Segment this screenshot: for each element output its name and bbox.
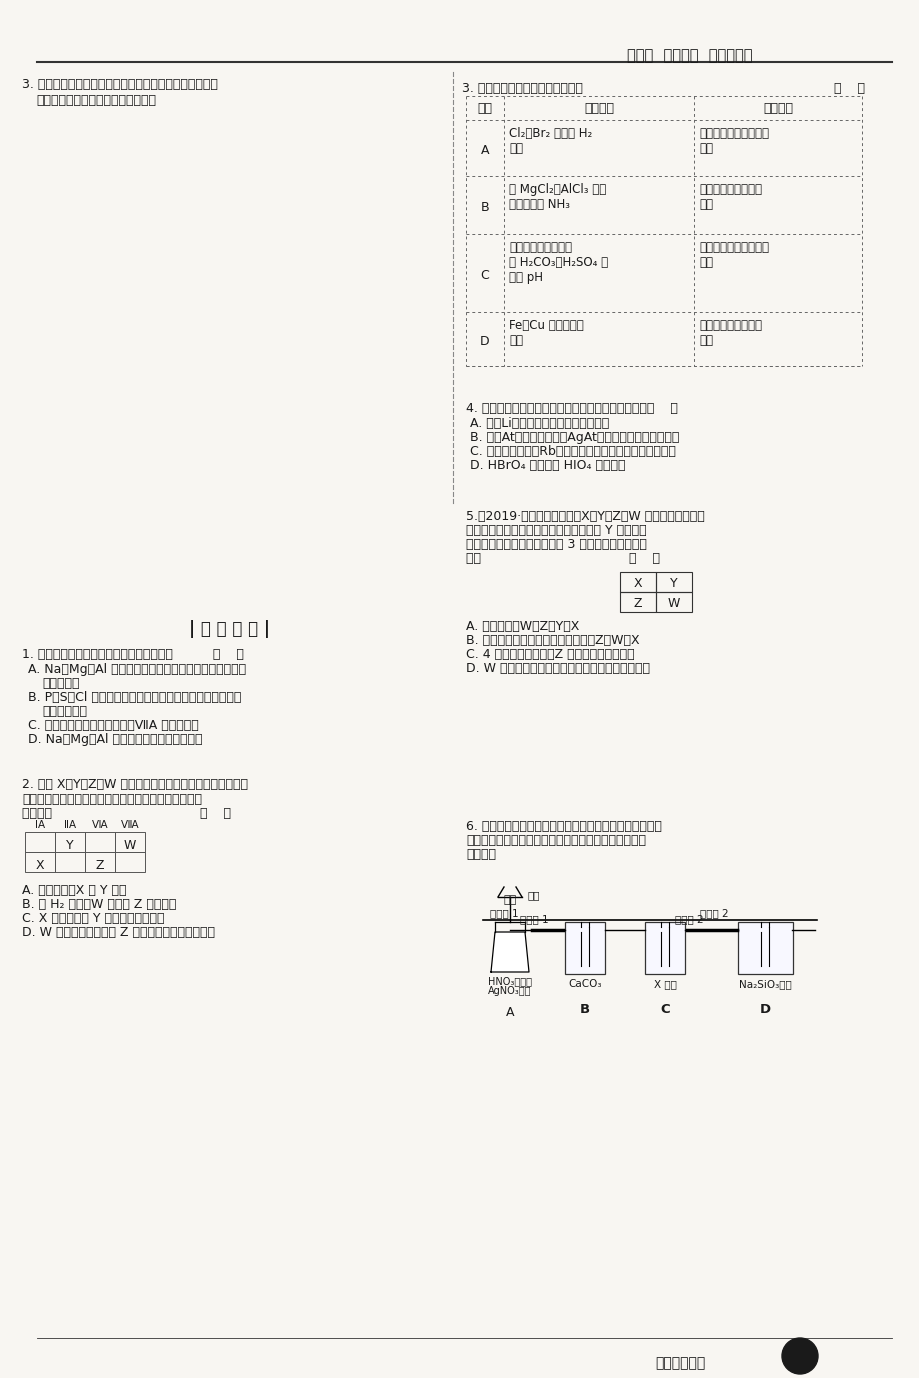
Text: 4. 运用元素周期律分析下面的推断，其中不正确的是（    ）: 4. 运用元素周期律分析下面的推断，其中不正确的是（ ） bbox=[466, 402, 677, 415]
Text: 正确的是                                     （    ）: 正确的是 （ ） bbox=[22, 808, 231, 820]
Text: Y: Y bbox=[66, 839, 74, 852]
Text: X: X bbox=[633, 577, 641, 590]
Text: A. 原子半径：W＞Z＞Y＞X: A. 原子半径：W＞Z＞Y＞X bbox=[466, 620, 579, 633]
Text: B. 最高价氧化物对应水化物的酸性：Z＞W＞X: B. 最高价氧化物对应水化物的酸性：Z＞W＞X bbox=[466, 634, 639, 648]
Bar bbox=[737, 922, 792, 974]
Text: W: W bbox=[124, 839, 136, 852]
Bar bbox=[85, 832, 115, 852]
Text: 的是                                     （    ）: 的是 （ ） bbox=[466, 553, 659, 565]
Text: 弹簧夹 1: 弹簧夹 1 bbox=[490, 908, 518, 918]
Text: HNO₃酸化的: HNO₃酸化的 bbox=[487, 976, 531, 987]
Bar bbox=[619, 572, 655, 593]
Text: 元素周期律（表）有什么新的认识？: 元素周期律（表）有什么新的认识？ bbox=[36, 94, 156, 107]
Text: 用如图所示装置进行实验（夹持仪器已略去，气密性已: 用如图所示装置进行实验（夹持仪器已略去，气密性已 bbox=[466, 834, 645, 847]
Text: Z: Z bbox=[633, 597, 641, 610]
Text: ⅦA: ⅦA bbox=[120, 820, 139, 830]
Text: B. P、S、Cl 最高正化合价依次升高，对应气态氢化物的稳: B. P、S、Cl 最高正化合价依次升高，对应气态氢化物的稳 bbox=[28, 690, 241, 704]
Text: D: D bbox=[758, 1003, 770, 1016]
Text: C. 同周期元素的原子半径以第ⅦA 族的为最大: C. 同周期元素的原子半径以第ⅦA 族的为最大 bbox=[28, 719, 199, 732]
Text: 性依次增强: 性依次增强 bbox=[42, 677, 79, 690]
Text: B. 与 H₂ 化合，W 单质比 Z 单质容易: B. 与 H₂ 化合，W 单质比 Z 单质容易 bbox=[22, 898, 176, 911]
Text: X: X bbox=[36, 858, 44, 872]
Text: 比较碳、硫的非金属性
强弱: 比较碳、硫的非金属性 强弱 bbox=[698, 241, 768, 269]
Text: Cl₂、Br₂ 分别与 H₂
反应: Cl₂、Br₂ 分别与 H₂ 反应 bbox=[508, 127, 592, 154]
Text: | 拓 展 练 习 |: | 拓 展 练 习 | bbox=[189, 620, 270, 638]
Text: ⅥA: ⅥA bbox=[92, 820, 108, 830]
Text: Z: Z bbox=[96, 858, 104, 872]
Text: （    ）: （ ） bbox=[834, 83, 864, 95]
Text: 第四章  物质结构  元素周期律: 第四章 物质结构 元素周期律 bbox=[627, 48, 752, 63]
Text: Na₂SiO₃溶液: Na₂SiO₃溶液 bbox=[738, 978, 790, 989]
Bar bbox=[25, 832, 55, 852]
Text: 弹簧夹 1: 弹簧夹 1 bbox=[519, 914, 548, 925]
Text: Y: Y bbox=[669, 577, 677, 590]
Text: 检验）。: 检验）。 bbox=[466, 847, 495, 861]
Text: A. 锂（Li）与水反应比钠与水反应剧烈: A. 锂（Li）与水反应比钠与水反应剧烈 bbox=[470, 418, 608, 430]
Text: ⅠA: ⅠA bbox=[35, 820, 45, 830]
Text: 3. 下列实验不能达到实验目的的是: 3. 下列实验不能达到实验目的的是 bbox=[461, 83, 583, 95]
Circle shape bbox=[781, 1338, 817, 1374]
Bar bbox=[564, 922, 605, 974]
Text: D. HBrO₄ 的酸性比 HIO₄ 的酸性强: D. HBrO₄ 的酸性比 HIO₄ 的酸性强 bbox=[470, 459, 625, 473]
Bar bbox=[115, 832, 145, 852]
Text: 定性依次增强: 定性依次增强 bbox=[42, 706, 87, 718]
Text: ⅡA: ⅡA bbox=[63, 820, 76, 830]
Text: X 溶液: X 溶液 bbox=[652, 978, 675, 989]
Text: C. X 形成的碱比 Y 形成的碱的碱性强: C. X 形成的碱比 Y 形成的碱的碱性强 bbox=[22, 912, 165, 925]
Text: C. 在氧气中，铷（Rb）的燃烧产物比钠的燃烧产物更复杂: C. 在氧气中，铷（Rb）的燃烧产物比钠的燃烧产物更复杂 bbox=[470, 445, 675, 457]
Text: C: C bbox=[660, 1003, 669, 1016]
Bar bbox=[619, 593, 655, 612]
Text: 比较镁、铝的金属性
强弱: 比较镁、铝的金属性 强弱 bbox=[698, 183, 761, 211]
Text: D. Na、Mg、Al 的氢氧化物的碱性依次减弱: D. Na、Mg、Al 的氢氧化物的碱性依次减弱 bbox=[28, 733, 202, 745]
Text: B. 砹（At）为有色固体，AgAt难溶于水也不溶于稀硝酸: B. 砹（At）为有色固体，AgAt难溶于水也不溶于稀硝酸 bbox=[470, 431, 678, 444]
Text: 带着思想读书: 带着思想读书 bbox=[654, 1356, 704, 1370]
Text: A: A bbox=[481, 143, 489, 157]
Text: 6. 某同学为了验证碳和硅两种元素非金属性的相对强弱，: 6. 某同学为了验证碳和硅两种元素非金属性的相对强弱， bbox=[466, 820, 661, 832]
Text: 外层电子数是次外层电子数的 3 倍，下列说法中正确: 外层电子数是次外层电子数的 3 倍，下列说法中正确 bbox=[466, 537, 646, 551]
Text: D. W 的最高价含氧酸比 Z 的最高价含氧酸的酸性强: D. W 的最高价含氧酸比 Z 的最高价含氧酸的酸性强 bbox=[22, 926, 215, 938]
Text: C: C bbox=[480, 269, 489, 282]
Text: 比较氯、溴的非金属性
强弱: 比较氯、溴的非金属性 强弱 bbox=[698, 127, 768, 154]
Text: D: D bbox=[480, 335, 489, 349]
Text: 1. 下列关于元素周期律的叙述中不正确的是          （    ）: 1. 下列关于元素周期律的叙述中不正确的是 （ ） bbox=[22, 648, 244, 661]
Text: A. Na、Mg、Al 最外层电子数依次增多，单核离子的氧化: A. Na、Mg、Al 最外层电子数依次增多，单核离子的氧化 bbox=[28, 663, 246, 677]
Text: 盐酸: 盐酸 bbox=[528, 890, 540, 900]
Text: 实验目的: 实验目的 bbox=[762, 102, 792, 114]
Text: 位置如图所示。下列有关这四种元素的性质的描述中不: 位置如图所示。下列有关这四种元素的性质的描述中不 bbox=[22, 792, 202, 806]
Bar bbox=[644, 922, 685, 974]
Text: 比较铁、铜的金属性
强弱: 比较铁、铜的金属性 强弱 bbox=[698, 318, 761, 347]
Text: 实验操作: 实验操作 bbox=[584, 102, 613, 114]
Text: B: B bbox=[579, 1003, 589, 1016]
Bar bbox=[25, 852, 55, 872]
Text: AgNO₃溶液: AgNO₃溶液 bbox=[488, 987, 531, 996]
Polygon shape bbox=[491, 932, 528, 971]
Text: 测定等物质的量浓度
的 H₂CO₃、H₂SO₄ 溶
液的 pH: 测定等物质的量浓度 的 H₂CO₃、H₂SO₄ 溶 液的 pH bbox=[508, 241, 607, 284]
Bar bbox=[655, 572, 691, 593]
Bar bbox=[55, 832, 85, 852]
Text: 它们在元素周期表中的位置如图所示。若 Y 原子的最: 它们在元素周期表中的位置如图所示。若 Y 原子的最 bbox=[466, 524, 646, 537]
Text: CaCO₃: CaCO₃ bbox=[568, 978, 601, 989]
Text: 151: 151 bbox=[785, 1348, 813, 1361]
Text: 弹簧夹 2: 弹簧夹 2 bbox=[675, 914, 703, 925]
Text: 5.（2019·大同市高一质检）X、Y、Z、W 均为短周期元素，: 5.（2019·大同市高一质检）X、Y、Z、W 均为短周期元素， bbox=[466, 510, 704, 524]
Text: 弹簧夹 2: 弹簧夹 2 bbox=[699, 908, 728, 918]
Text: W: W bbox=[667, 597, 679, 610]
Bar bbox=[55, 852, 85, 872]
Text: D. W 单质能与水反应，生成一种具有漂白性的物质: D. W 单质能与水反应，生成一种具有漂白性的物质 bbox=[466, 661, 650, 675]
Bar bbox=[115, 852, 145, 872]
Bar bbox=[85, 852, 115, 872]
Text: 3. 通过本实验活动，你对原子结构与元素的性质的关系及: 3. 通过本实验活动，你对原子结构与元素的性质的关系及 bbox=[22, 79, 218, 91]
Text: 2. 已知 X、Y、Z、W 四种短周期元素在元素周期表中的相对: 2. 已知 X、Y、Z、W 四种短周期元素在元素周期表中的相对 bbox=[22, 779, 248, 791]
Bar bbox=[655, 593, 691, 612]
Text: Fe、Cu 分别放入盐
酸中: Fe、Cu 分别放入盐 酸中 bbox=[508, 318, 584, 347]
Text: 盐酸: 盐酸 bbox=[503, 894, 516, 905]
Text: A. 与水反应，X 比 Y 剧烈: A. 与水反应，X 比 Y 剧烈 bbox=[22, 885, 127, 897]
Text: B: B bbox=[480, 201, 489, 214]
Text: 序号: 序号 bbox=[477, 102, 492, 114]
Text: A: A bbox=[505, 1006, 514, 1018]
Text: C. 4 种元素的单质中，Z 单质的熔、沸点最低: C. 4 种元素的单质中，Z 单质的熔、沸点最低 bbox=[466, 648, 634, 661]
Text: 向 MgCl₂、AlCl₃ 溶液
中分别通入 NH₃: 向 MgCl₂、AlCl₃ 溶液 中分别通入 NH₃ bbox=[508, 183, 606, 211]
